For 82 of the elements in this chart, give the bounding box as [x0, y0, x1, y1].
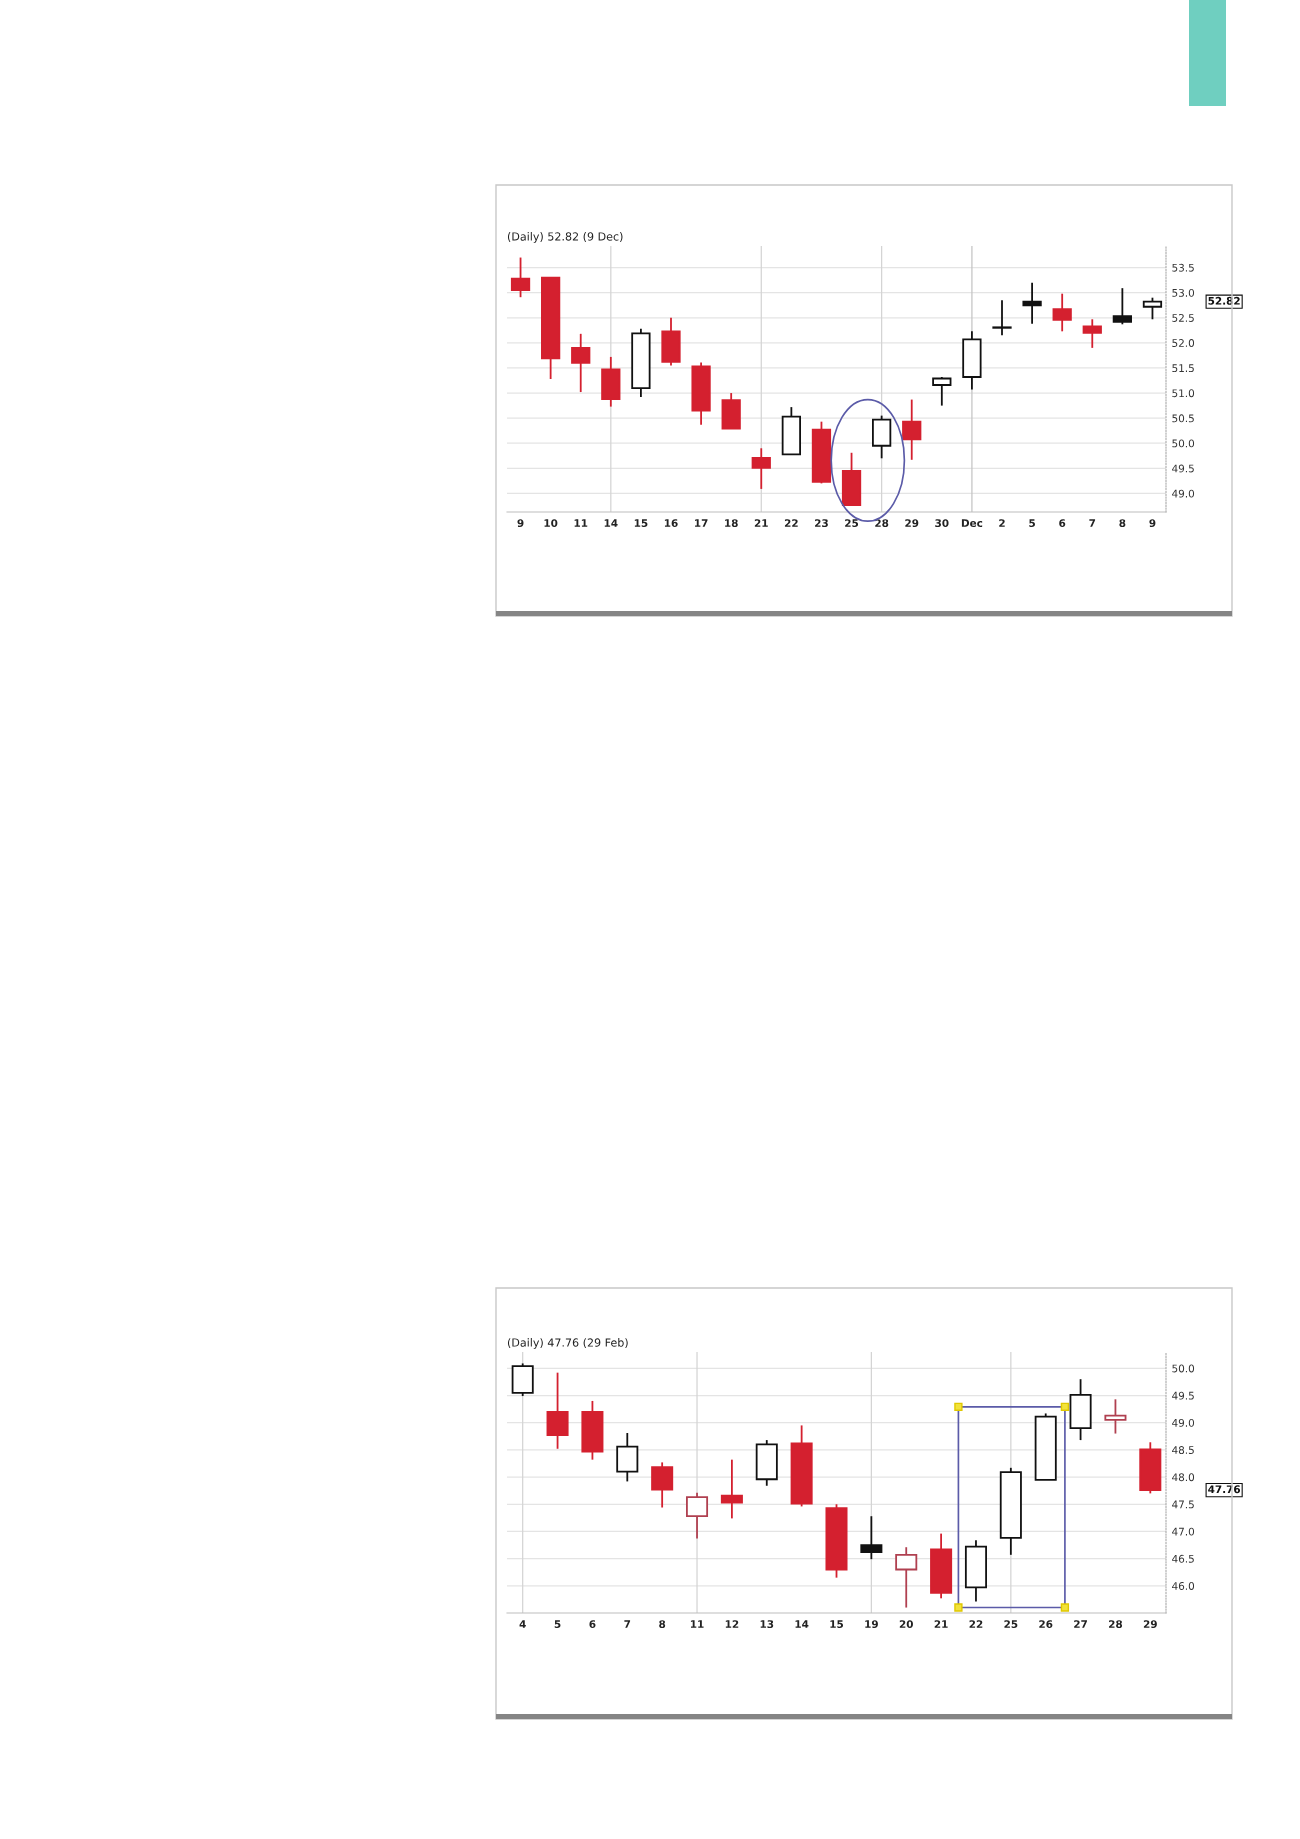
x-tick-label: 7 — [624, 1620, 631, 1628]
x-tick-label: 16 — [664, 519, 678, 528]
x-tick-label: 19 — [865, 1620, 878, 1629]
x-tick-label: 25 — [845, 519, 859, 528]
x-tick-label: 5 — [1029, 519, 1035, 528]
y-tick-label: 52.0 — [1172, 339, 1195, 347]
x-tick-label: 28 — [875, 519, 889, 528]
x-tick-label: 10 — [544, 519, 558, 528]
candlestick — [1082, 318, 1102, 349]
candlestick — [860, 1515, 883, 1561]
candlestick — [895, 1546, 918, 1609]
x-tick-label: 9 — [517, 519, 524, 528]
candlestick — [510, 256, 531, 299]
x-tick-label: 9 — [1149, 519, 1156, 528]
x-tick-label: 2 — [999, 519, 1005, 527]
x-tick-label: 17 — [695, 519, 708, 527]
x-tick-label: 20 — [899, 1620, 913, 1629]
y-tick-label: 49.5 — [1172, 1391, 1194, 1400]
x-tick-label: 11 — [574, 519, 588, 527]
x-tick-label: 8 — [659, 1620, 666, 1629]
x-tick-label: 14 — [795, 1620, 809, 1628]
x-tick-label: 12 — [725, 1620, 739, 1628]
chart-title: (Daily) 47.76 (29 Feb) — [507, 1338, 628, 1349]
y-tick-label: 46.5 — [1172, 1554, 1194, 1563]
candlestick — [1104, 1398, 1127, 1435]
y-tick-label: 48.0 — [1172, 1473, 1195, 1482]
candlestick — [720, 1458, 743, 1520]
candlestick — [992, 299, 1012, 337]
x-tick-label: Dec — [961, 519, 983, 528]
y-tick-label: 47.5 — [1172, 1500, 1194, 1509]
y-tick-label: 49.0 — [1172, 1418, 1195, 1427]
x-tick-label: 5 — [554, 1620, 561, 1629]
candlestick — [546, 1371, 569, 1450]
x-tick-label: 13 — [760, 1620, 774, 1629]
x-tick-label: 8 — [1119, 519, 1126, 528]
x-tick-label: 22 — [969, 1620, 983, 1628]
x-tick-label: 6 — [589, 1620, 596, 1629]
x-tick-label: 25 — [1004, 1620, 1018, 1629]
y-tick-label: 46.0 — [1172, 1582, 1195, 1590]
y-tick-label: 49.0 — [1172, 489, 1195, 498]
candlestick — [651, 1461, 674, 1509]
x-tick-label: 21 — [934, 1620, 948, 1628]
candlestick — [1022, 281, 1042, 325]
y-tick-label: 48.5 — [1172, 1446, 1194, 1454]
candlestick — [571, 332, 591, 393]
x-tick-label: 29 — [905, 519, 919, 528]
x-tick-label: 29 — [1143, 1620, 1157, 1629]
x-tick-label: 21 — [754, 519, 768, 527]
x-tick-label: 4 — [519, 1620, 526, 1628]
y-tick-label: 50.0 — [1172, 439, 1195, 448]
x-tick-label: 15 — [634, 519, 648, 528]
y-tick-label: 51.5 — [1172, 364, 1194, 373]
candlestick — [751, 447, 771, 490]
candlestick — [902, 398, 922, 461]
x-tick-label: 15 — [830, 1620, 844, 1629]
y-tick-label: 50.0 — [1172, 1364, 1195, 1373]
candlestick — [1112, 287, 1132, 326]
x-tick-label: 30 — [935, 519, 949, 528]
candlestick — [1052, 292, 1072, 333]
x-tick-label: 22 — [784, 519, 798, 527]
chart-title: (Daily) 52.82 (9 Dec) — [507, 232, 623, 243]
candlestick — [1142, 296, 1163, 321]
y-tick-label: 50.5 — [1172, 414, 1194, 423]
x-tick-label: 23 — [815, 519, 828, 528]
x-tick-label: 11 — [690, 1620, 704, 1628]
text: 47.76 — [1208, 1485, 1241, 1494]
y-tick-label: 53.5 — [1172, 263, 1194, 272]
x-tick-label: 6 — [1059, 519, 1066, 528]
y-tick-label: 49.5 — [1172, 464, 1194, 473]
y-tick-label: 53.0 — [1172, 288, 1195, 297]
x-tick-label: 28 — [1109, 1620, 1123, 1629]
x-tick-label: 7 — [1089, 519, 1096, 527]
y-tick-label: 52.5 — [1172, 314, 1194, 322]
text: 52.82 — [1208, 296, 1240, 305]
y-tick-label: 51.0 — [1172, 389, 1195, 398]
x-tick-label: 26 — [1039, 1620, 1053, 1629]
candlestick — [686, 1491, 709, 1540]
x-tick-label: 27 — [1074, 1620, 1087, 1628]
candlestick — [932, 376, 952, 407]
x-tick-label: 18 — [725, 519, 738, 528]
x-tick-label: 14 — [604, 519, 618, 527]
y-tick-label: 47.0 — [1172, 1527, 1195, 1536]
